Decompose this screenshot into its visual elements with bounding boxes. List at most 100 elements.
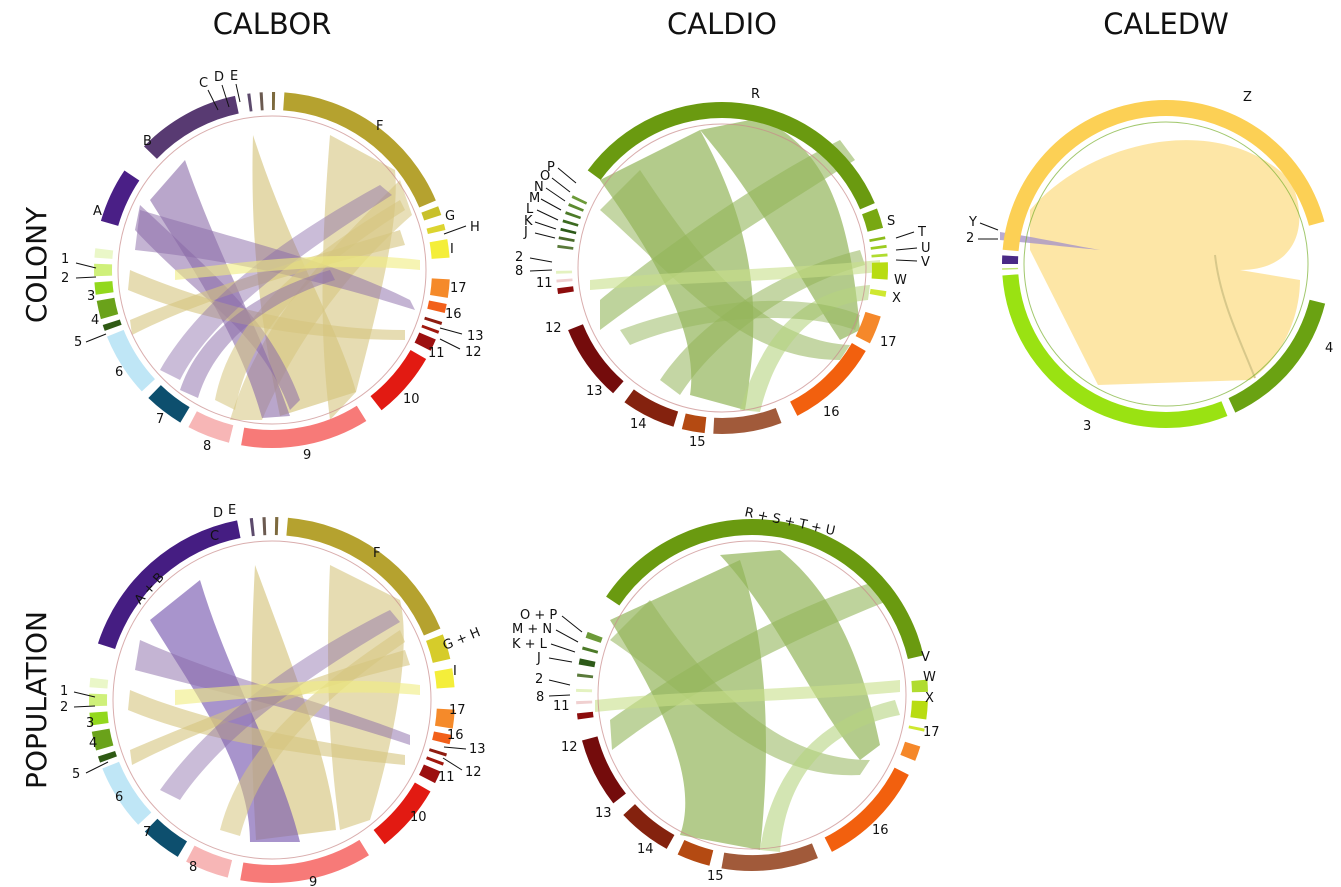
inner-track [597, 540, 907, 850]
arrow-5 [85, 761, 109, 774]
inner-track [112, 540, 432, 860]
panel-calbor-colony: A B C D E F G H I 17 16 13 12 11 10 9 8 … [61, 69, 484, 463]
group-label-g-h: G + H [441, 625, 483, 654]
ring-segment-k [558, 236, 575, 242]
chord-ribbons [595, 550, 900, 852]
group-label-16: 16 [872, 823, 889, 838]
group-label-x: X [892, 291, 901, 306]
ring-caledw-colony [1002, 100, 1326, 428]
ring-segment-12 [568, 324, 624, 394]
ring-segment-p [571, 195, 588, 205]
ribbon [160, 610, 400, 800]
arrow-8 [529, 269, 553, 272]
label-arrows [75, 83, 467, 350]
ring-segment-a-b [97, 520, 241, 650]
ring-segment-17 [900, 741, 921, 761]
arrow-k-l [550, 643, 576, 653]
ring-segment-2 [1002, 267, 1019, 270]
group-label-2: 2 [535, 672, 543, 687]
group-label-10: 10 [410, 810, 427, 825]
ring-segment-12 [581, 736, 626, 804]
ring-segment-z [1002, 100, 1325, 252]
ring-segment-g-h [426, 634, 451, 663]
ring-segment-v [871, 253, 888, 258]
ring-segment-14 [681, 413, 707, 434]
group-label-11: 11 [553, 699, 570, 714]
group-label-17: 17 [449, 703, 466, 718]
group-label-8: 8 [189, 860, 197, 875]
group-label-12: 12 [561, 740, 578, 755]
ring-segment-o-p [585, 631, 603, 643]
ring-segment-1 [89, 677, 109, 689]
ring-segment-13 [624, 389, 679, 427]
ring-segment-d [259, 92, 264, 111]
group-label-15: 15 [689, 435, 706, 450]
arrow-2 [73, 705, 96, 708]
arrow-12 [442, 757, 463, 771]
ring-segment-7 [144, 818, 188, 857]
ring-segment-12 [421, 324, 440, 334]
label-arrows [529, 167, 918, 272]
ring-segment-2 [88, 693, 108, 707]
group-label-3: 3 [1083, 419, 1091, 434]
group-label-m-n: M + N [512, 622, 552, 637]
ribbon [610, 600, 870, 776]
ribbon [610, 580, 890, 750]
group-label-8: 8 [203, 439, 211, 454]
ring-segment-u [870, 244, 887, 250]
arrow-13 [439, 327, 463, 335]
ring-segment-2 [576, 688, 593, 693]
ring-segment-w [871, 262, 888, 280]
ring-segment-e [272, 92, 276, 111]
arrow-k [534, 221, 557, 230]
group-label-13: 13 [467, 329, 484, 344]
arrow-5 [85, 333, 107, 343]
ring-segment-14 [677, 840, 714, 866]
ribbon [175, 255, 420, 280]
ring-segment-2 [94, 263, 113, 277]
group-label-d: D [214, 70, 224, 85]
group-label-11: 11 [438, 770, 455, 785]
ring-segment-j [576, 673, 594, 679]
ring-segment-m [562, 219, 579, 227]
group-label-17: 17 [923, 725, 940, 740]
ring-segment-8 [186, 845, 233, 878]
ring-segment-v [911, 679, 928, 693]
chord-ribbons [1000, 140, 1300, 385]
ring-segment-c [247, 93, 253, 112]
ring-segment-11 [576, 711, 594, 720]
ring-segment-r-s-t-u [606, 519, 924, 660]
group-label-e: E [228, 503, 236, 518]
ribbon [720, 550, 880, 760]
group-label-4: 4 [89, 736, 97, 751]
group-label-6: 6 [115, 365, 123, 380]
group-label-10: 10 [403, 392, 420, 407]
group-label-3: 3 [87, 289, 95, 304]
row-label-population: POPULATION [20, 611, 53, 789]
inner-track [117, 115, 427, 425]
arrow-2 [548, 679, 571, 686]
ring-segment-16 [790, 343, 866, 416]
ribbon [590, 260, 880, 290]
ring-segment-10 [370, 350, 427, 411]
panel-calbor-population: A + B C D E F G + H I 17 16 13 12 11 10 … [60, 503, 486, 887]
ring-segment-s [862, 208, 884, 232]
arrow-p [557, 167, 577, 184]
row-label-colony: COLONY [20, 206, 53, 323]
group-label-13: 13 [586, 384, 603, 399]
group-label-n: N [534, 180, 544, 195]
ring-segment-4 [96, 297, 119, 320]
arrow-o-p [561, 615, 583, 633]
group-label-7: 7 [143, 825, 151, 840]
group-label-j: J [523, 225, 528, 240]
ring-segment-8 [576, 700, 593, 705]
group-label-1: 1 [60, 684, 68, 699]
ring-segment-4 [1228, 299, 1326, 413]
group-label-i: I [450, 242, 454, 257]
arrow-12 [439, 338, 461, 350]
group-label-j: J [536, 651, 541, 666]
group-label-k: K [524, 214, 533, 229]
ring-segment-n [565, 211, 582, 220]
group-label-16: 16 [447, 728, 464, 743]
group-label-w: W [923, 670, 936, 685]
